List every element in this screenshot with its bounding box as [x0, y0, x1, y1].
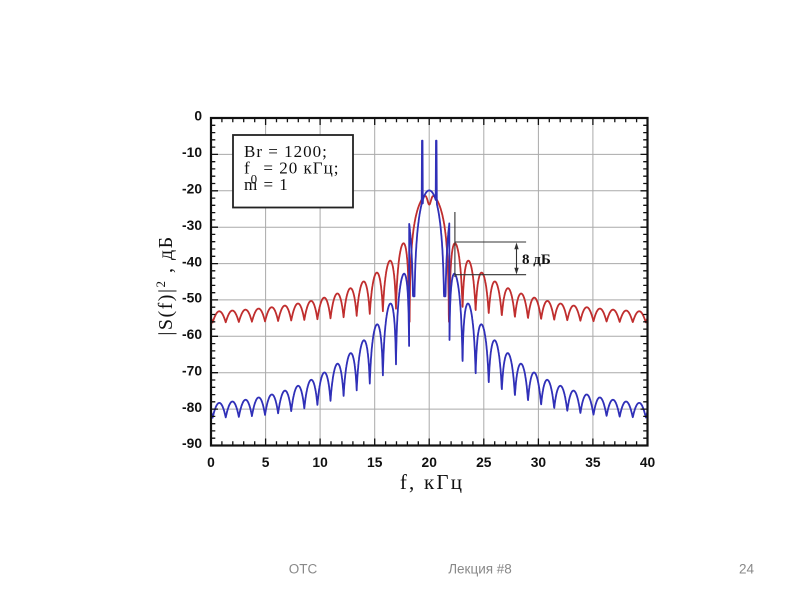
svg-text:-90: -90 — [182, 436, 202, 451]
svg-text:0: 0 — [207, 455, 215, 470]
svg-text:25: 25 — [476, 455, 492, 470]
svg-text:-70: -70 — [182, 363, 202, 378]
svg-text:8 дБ: 8 дБ — [522, 252, 551, 268]
svg-text:-10: -10 — [182, 145, 202, 160]
svg-text:-30: -30 — [182, 218, 202, 233]
svg-text:15: 15 — [367, 455, 383, 470]
svg-text:40: 40 — [640, 455, 656, 470]
svg-text:Лекция #8: Лекция #8 — [448, 562, 512, 577]
svg-text:-20: -20 — [182, 182, 202, 197]
svg-text:f, кГц: f, кГц — [400, 470, 464, 494]
svg-text:ОТС: ОТС — [289, 562, 318, 577]
svg-text:|S(f)|2 , дБ: |S(f)|2 , дБ — [153, 235, 177, 335]
svg-text:30: 30 — [531, 455, 547, 470]
svg-text:Br = 1200;: Br = 1200; — [244, 142, 328, 161]
svg-text:20: 20 — [422, 455, 438, 470]
svg-text:-60: -60 — [182, 327, 202, 342]
svg-text:-80: -80 — [182, 400, 202, 415]
svg-text:35: 35 — [585, 455, 601, 470]
svg-text:10: 10 — [312, 455, 328, 470]
svg-text:24: 24 — [739, 562, 755, 577]
svg-text:0: 0 — [194, 109, 202, 124]
svg-text:-50: -50 — [182, 291, 202, 306]
svg-text:-40: -40 — [182, 254, 202, 269]
svg-text:5: 5 — [262, 455, 270, 470]
svg-text:m = 1: m = 1 — [244, 175, 289, 194]
